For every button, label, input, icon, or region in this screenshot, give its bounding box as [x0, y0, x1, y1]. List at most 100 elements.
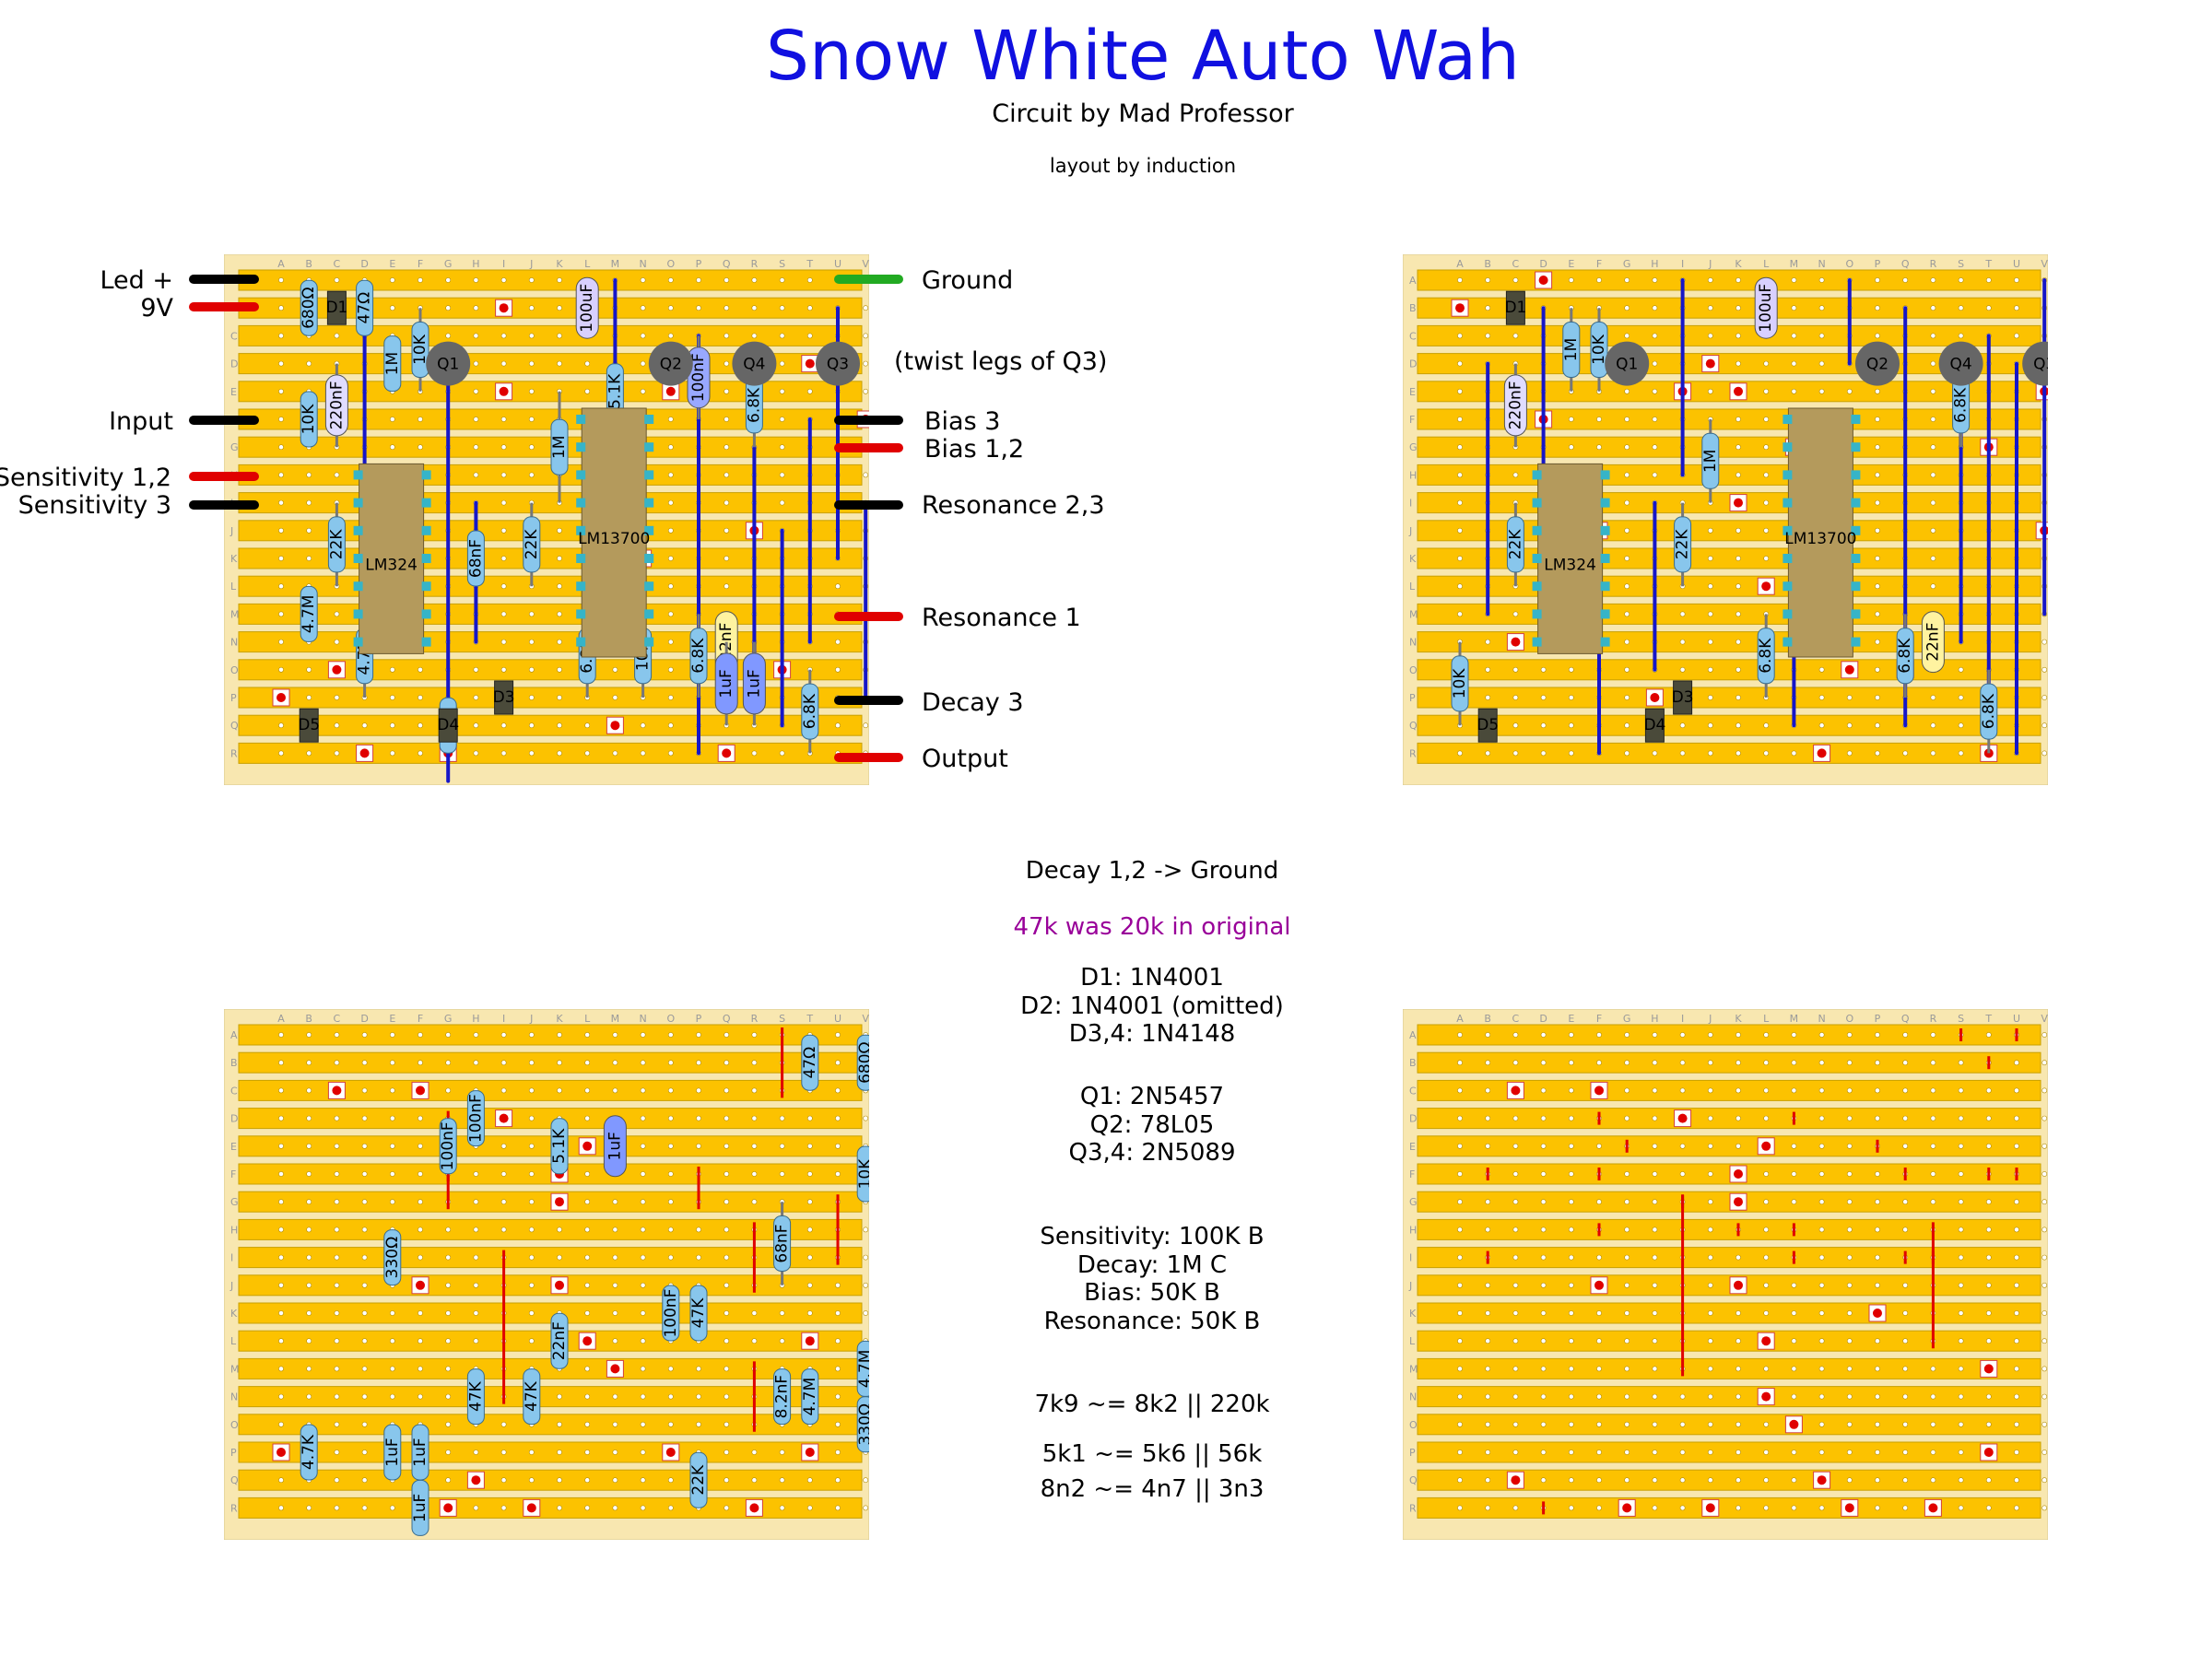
hole	[1457, 1087, 1463, 1094]
label-resonance-23: Resonance 2,3	[922, 491, 1105, 520]
row-label: K	[1409, 553, 1417, 565]
hole	[557, 750, 562, 757]
hole	[779, 444, 785, 451]
col-label: D	[360, 258, 368, 270]
cut-dot	[332, 664, 342, 675]
cut-dot	[1594, 1280, 1604, 1290]
hole	[1485, 1060, 1491, 1066]
hole	[1457, 1310, 1463, 1316]
hole	[1512, 1199, 1519, 1205]
hole	[1485, 1477, 1491, 1484]
hole	[1846, 1143, 1853, 1149]
col-label: C	[334, 258, 341, 270]
hole	[2041, 666, 2048, 673]
row-label: M	[230, 1363, 240, 1375]
hole	[500, 360, 507, 367]
hole	[1540, 1115, 1547, 1121]
resistor-label: 8.2nF	[773, 1375, 792, 1419]
hole	[667, 695, 674, 700]
hole	[1485, 1310, 1491, 1316]
cut-dot	[1817, 1475, 1827, 1485]
ic-label: LM13700	[1784, 530, 1856, 548]
col-label: N	[1818, 1013, 1825, 1025]
hole	[1958, 1310, 1964, 1316]
col-label: K	[556, 1013, 563, 1025]
note-q34: Q3,4: 2N5089	[1068, 1139, 1236, 1167]
hole	[1568, 1393, 1574, 1400]
resistor-body	[300, 1424, 318, 1481]
hole	[473, 1505, 479, 1511]
hole	[1875, 417, 1880, 422]
hole	[584, 1310, 591, 1316]
resistor-label: 680Ω	[856, 1041, 869, 1083]
diode-body	[1644, 708, 1665, 743]
hole	[724, 1060, 730, 1066]
cap-label: 1uF	[717, 669, 735, 698]
hole	[361, 1143, 368, 1149]
row-label: E	[1409, 1141, 1416, 1153]
row-label: I	[230, 1252, 233, 1264]
col-label: D	[1539, 1013, 1547, 1025]
hole	[1485, 333, 1491, 339]
hole	[1930, 695, 1936, 700]
row-label: H	[230, 1224, 238, 1236]
hole	[1846, 1310, 1853, 1316]
hole	[1985, 1393, 1992, 1400]
hole	[278, 388, 284, 394]
cut-dot	[526, 1503, 536, 1513]
col-label: B	[1484, 1013, 1491, 1025]
hole	[1930, 388, 1936, 394]
hole	[278, 333, 284, 339]
hole	[1568, 722, 1574, 729]
diode-label: D3	[1672, 688, 1694, 707]
hole	[1512, 1393, 1519, 1400]
hole	[667, 333, 674, 339]
cap-label: 220nF	[1506, 381, 1524, 429]
hole	[334, 1254, 340, 1261]
hole	[445, 1366, 452, 1372]
hole	[779, 1115, 785, 1121]
hole	[1846, 1060, 1853, 1066]
hole	[1735, 1310, 1741, 1316]
col-label: S	[779, 1013, 785, 1025]
hole	[835, 1338, 841, 1344]
col-label: U	[834, 1013, 841, 1025]
hole	[1875, 750, 1880, 757]
ic-pin	[353, 554, 363, 563]
hole	[724, 1171, 730, 1177]
hole	[2041, 1477, 2048, 1484]
hole	[806, 1115, 813, 1121]
cut-dot	[332, 1086, 342, 1096]
hole	[1568, 1087, 1574, 1094]
hole	[334, 1171, 340, 1177]
col-label: D	[360, 1013, 368, 1025]
hole	[306, 1143, 312, 1149]
hole	[2041, 1171, 2048, 1177]
hole	[1707, 639, 1713, 645]
note-sub-7k9: 7k9 ~= 8k2 || 220k	[1034, 1391, 1270, 1418]
hole	[2041, 1421, 2048, 1427]
hole	[724, 1087, 730, 1094]
hole	[2041, 1254, 2048, 1261]
circuit-credit: Circuit by Mad Professor	[992, 100, 1294, 128]
copper-strip	[1417, 1024, 2041, 1046]
hole	[361, 1087, 368, 1094]
resistor-body	[856, 1145, 869, 1203]
ic-label: LM13700	[578, 530, 650, 548]
hole	[667, 1171, 674, 1177]
hole	[1707, 333, 1713, 339]
hole	[2014, 1338, 2019, 1344]
hole	[640, 1115, 646, 1121]
hole	[640, 1366, 646, 1372]
hole	[1735, 1032, 1741, 1038]
resistor-body	[689, 1451, 708, 1508]
hole	[1735, 1115, 1741, 1121]
hole	[612, 1199, 618, 1205]
hole	[500, 277, 507, 283]
resistor-label: 4.7M	[801, 1378, 819, 1416]
hole	[418, 1338, 423, 1344]
hole	[473, 333, 479, 339]
col-label: A	[1456, 258, 1464, 270]
hole	[667, 583, 674, 590]
resistor-body	[773, 1368, 792, 1426]
